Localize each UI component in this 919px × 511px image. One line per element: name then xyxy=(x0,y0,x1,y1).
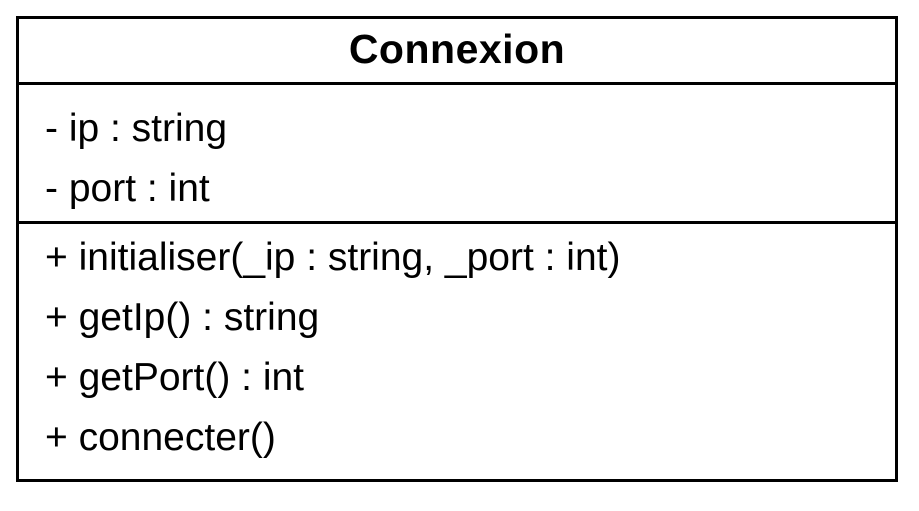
method-initialiser: + initialiser(_ip : string, _port : int) xyxy=(45,236,621,279)
attribute-port: - port : int xyxy=(45,167,210,210)
class-name: Connexion xyxy=(348,26,566,72)
attributes-compartment: - ip : string - port : int xyxy=(19,85,895,224)
class-header: Connexion xyxy=(19,19,895,85)
attribute-ip: - ip : string xyxy=(45,107,228,150)
uml-class-box: Connexion - ip : string - port : int + i… xyxy=(16,16,898,482)
method-getport: + getPort() : int xyxy=(45,356,305,399)
methods-compartment: + initialiser(_ip : string, _port : int)… xyxy=(19,224,895,479)
method-connecter: + connecter() xyxy=(45,416,276,459)
method-getip: + getIp() : string xyxy=(45,296,320,339)
